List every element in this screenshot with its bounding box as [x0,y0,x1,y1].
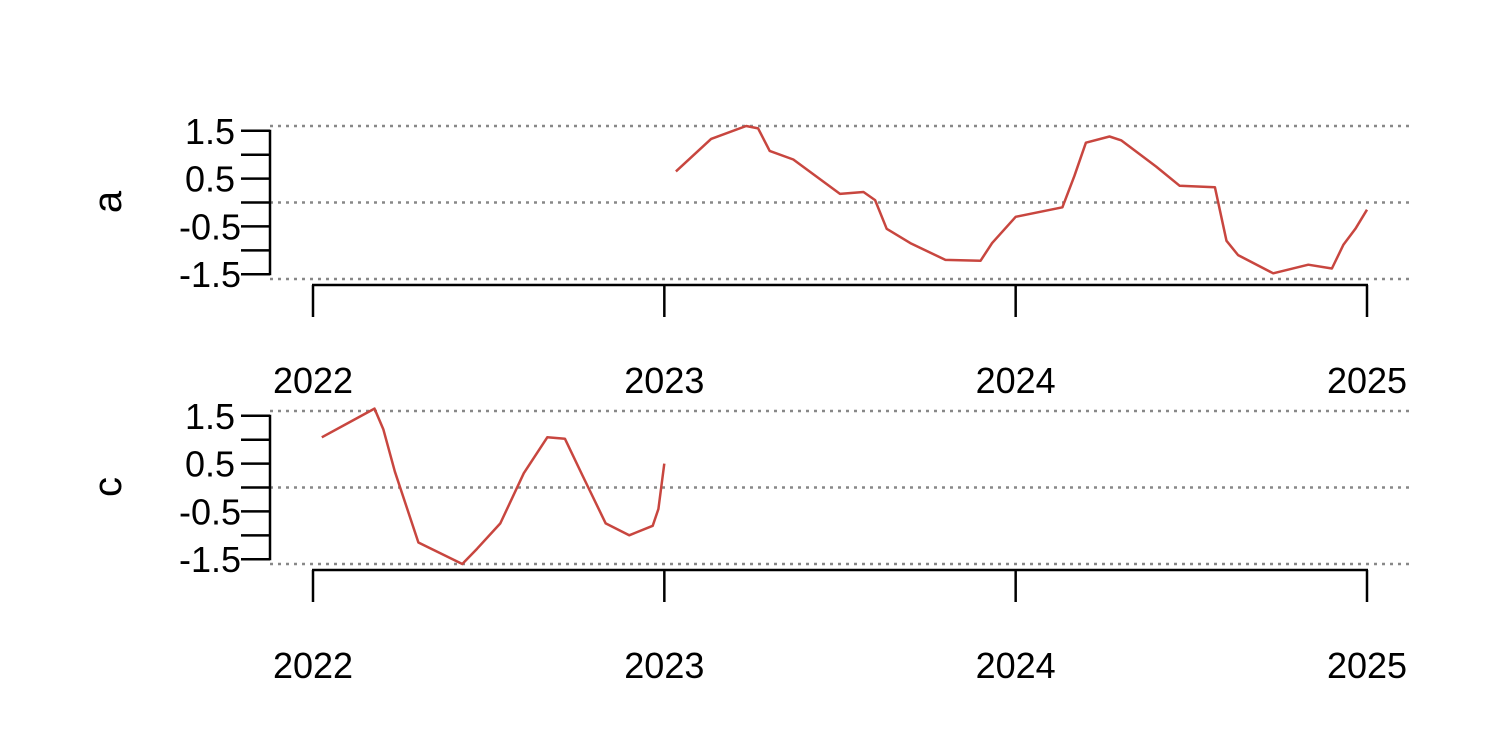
series-line-a [675,124,1369,275]
y-tick-label: 1.5 [185,396,235,437]
y-tick-label: -1.5 [179,539,241,580]
panel-label: a [86,190,130,213]
x-tick-label: 2024 [976,360,1056,401]
x-tick-label: 2023 [624,645,704,686]
x-tick-label: 2022 [273,360,353,401]
x-tick-label: 2025 [1327,645,1407,686]
y-tick-label: 1.5 [185,111,235,152]
x-tick-label: 2024 [976,645,1056,686]
panel-label: c [86,477,130,497]
y-tick-label: -0.5 [179,491,241,532]
x-tick-label: 2022 [273,645,353,686]
x-tick-label: 2025 [1327,360,1407,401]
series-line-c [321,407,666,566]
y-tick-label: -0.5 [179,206,241,247]
y-tick-label: -1.5 [179,254,241,295]
y-tick-label: 0.5 [185,444,235,485]
y-tick-label: 0.5 [185,159,235,200]
x-tick-label: 2023 [624,360,704,401]
